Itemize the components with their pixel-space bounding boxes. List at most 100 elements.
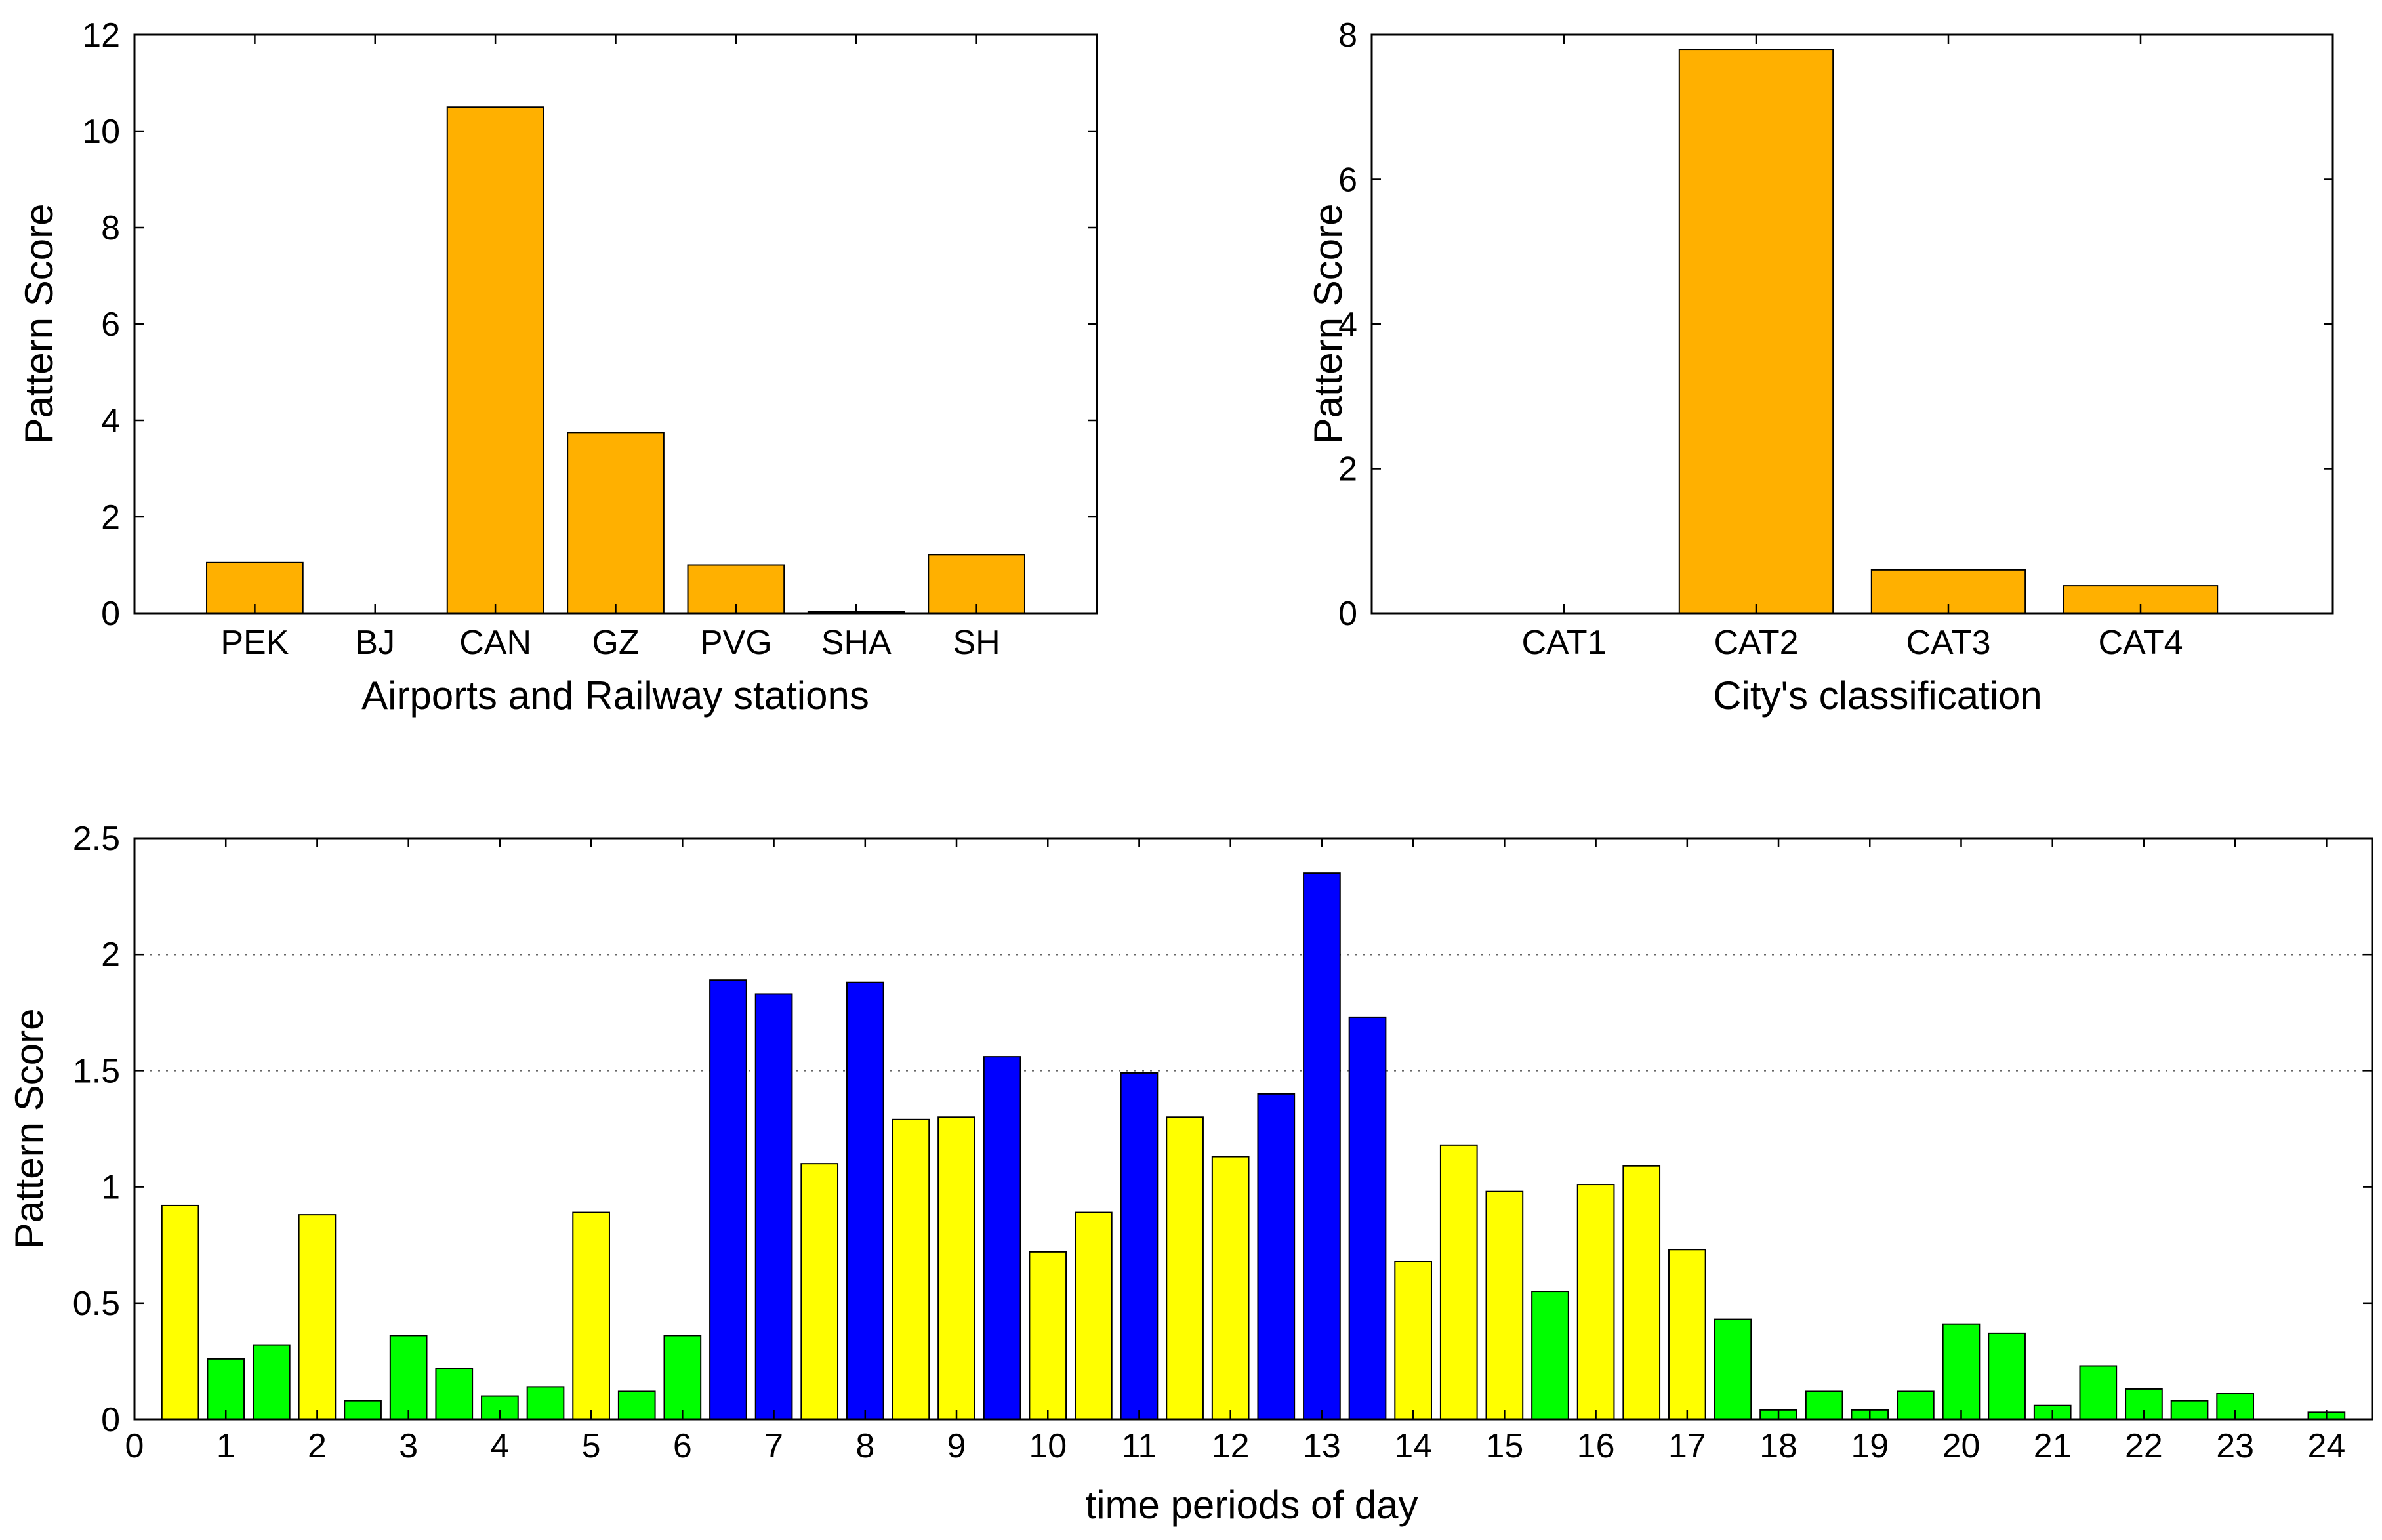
chart-stations-y-tick-label: 10 [82, 113, 120, 151]
chart-time-bar-24 [1257, 1093, 1296, 1420]
chart-cities-x-tick-label: CAT4 [2098, 624, 2183, 662]
chart-time-x-tick-label: 6 [673, 1427, 692, 1465]
chart-time-bar-23 [1211, 1156, 1250, 1420]
chart-time-x-tick-label: 24 [2307, 1427, 2345, 1465]
chart-cities-x-tick-label: CAT1 [1521, 624, 1606, 662]
chart-cities-bars [1678, 49, 2219, 615]
chart-time-x-tick-label: 3 [399, 1427, 418, 1465]
chart-time-x-tick-label: 13 [1303, 1427, 1341, 1465]
chart-cities-axes-box [1370, 33, 2334, 615]
chart-time-y-tick-label: 2.5 [73, 820, 120, 858]
chart-time-bar-29 [1485, 1190, 1524, 1420]
chart-time-y-tick-label: 1 [101, 1169, 120, 1207]
chart-time-y-tick-label: 1.5 [73, 1052, 120, 1090]
chart-time-bar-36 [1805, 1390, 1843, 1420]
chart-stations-x-tick-label: PEK [220, 624, 289, 662]
chart-time-bar-4 [344, 1400, 382, 1420]
chart-stations-x-tick-label: PVG [700, 624, 772, 662]
chart-cities-y-tick-label: 0 [1338, 595, 1357, 633]
chart-time-bar-39 [1942, 1323, 1981, 1421]
chart-time-x-tick-label: 17 [1668, 1427, 1706, 1465]
chart-time-x-tick-label: 12 [1212, 1427, 1250, 1465]
chart-stations-bar-gz [567, 432, 665, 614]
chart-time-x-tick-label: 14 [1394, 1427, 1432, 1465]
chart-time-x-tick-label: 23 [2216, 1427, 2254, 1465]
chart-time-bar-15 [846, 981, 884, 1420]
chart-time-bar-25 [1303, 872, 1341, 1421]
chart-time-bar-16 [892, 1118, 930, 1420]
chart-cities-y-tick-label: 2 [1338, 451, 1357, 489]
chart-cities-y-axis-title: Pattern Score [1306, 204, 1350, 445]
chart-time-bar-9 [572, 1211, 610, 1420]
chart-stations-y-tick-label: 6 [101, 306, 120, 344]
chart-time-bar-40 [1988, 1332, 2026, 1420]
chart-time-x-tick-label: 21 [2034, 1427, 2072, 1465]
chart-time-bar-34 [1714, 1318, 1752, 1421]
chart-stations-x-tick-label: BJ [355, 624, 395, 662]
chart-stations-y-tick-label: 2 [101, 498, 120, 537]
chart-time-bar-3 [298, 1214, 337, 1421]
chart-time-bar-5 [389, 1335, 428, 1421]
chart-stations-x-tick-label: GZ [592, 624, 639, 662]
chart-time-bar-32 [1622, 1165, 1661, 1420]
chart-time-x-tick-label: 4 [490, 1427, 509, 1465]
chart-stations-y-tick-label: 12 [82, 16, 120, 54]
chart-stations-y-axis-title: Pattern Score [17, 204, 61, 445]
chart-time-bar-13 [754, 993, 793, 1420]
chart-time-bar-11 [663, 1335, 702, 1421]
chart-time-bar-2 [252, 1344, 291, 1421]
chart-time-bar-6 [435, 1368, 474, 1420]
chart-time-bar-44 [2170, 1400, 2209, 1420]
chart-time-bar-26 [1348, 1016, 1387, 1420]
chart-time-bar-12 [709, 979, 747, 1420]
chart-cities-y-tick-label: 8 [1338, 16, 1357, 54]
chart-time-x-tick-label: 22 [2125, 1427, 2163, 1465]
chart-time-x-tick-label: 7 [764, 1427, 783, 1465]
chart-time-x-tick-label: 0 [125, 1427, 144, 1465]
chart-stations-bar-can [446, 106, 544, 614]
chart-stations-ticks: PEK BJ CAN GZ PVG SHA SH 0 2 4 6 8 10 12 [82, 16, 1097, 662]
chart-time-bar-33 [1668, 1249, 1706, 1420]
chart-stations-y-tick-label: 4 [101, 402, 120, 440]
chart-cities-x-tick-label: CAT3 [1906, 624, 1990, 662]
chart-time-bar-42 [2079, 1365, 2118, 1421]
chart-time-bar-38 [1897, 1390, 1935, 1420]
chart-time-reference-lines [134, 953, 2372, 1072]
chart-time-bar-21 [1120, 1072, 1159, 1420]
chart-time-x-axis-title: time periods of day [1086, 1483, 1418, 1527]
chart-time-bar-1 [207, 1358, 245, 1420]
chart-time-bar-28 [1439, 1144, 1478, 1420]
chart-time-x-tick-label: 15 [1485, 1427, 1523, 1465]
chart-time-bar-20 [1075, 1211, 1113, 1420]
chart-time-axes-box [133, 837, 2373, 1421]
chart-time-x-tick-label: 2 [308, 1427, 327, 1465]
chart-time-bar-8 [526, 1386, 565, 1421]
chart-time-x-tick-label: 10 [1029, 1427, 1067, 1465]
chart-time-bar-17 [937, 1116, 975, 1421]
chart-time-bar-18 [983, 1056, 1021, 1420]
chart-cities-y-tick-label: 4 [1338, 306, 1357, 344]
chart-time-bar-31 [1576, 1184, 1615, 1421]
chart-time-y-tick-label: 0.5 [73, 1285, 120, 1323]
chart-time-bar-30 [1531, 1291, 1569, 1420]
chart-time-bars [161, 872, 2346, 1421]
chart-time-x-tick-label: 8 [855, 1427, 874, 1465]
chart-time-y-tick-label: 0 [101, 1401, 120, 1439]
chart-time-x-tick-label: 11 [1121, 1427, 1157, 1465]
chart-time-y-tick-label: 2 [101, 936, 120, 974]
chart-time-x-tick-label: 1 [216, 1427, 236, 1465]
chart-time-bar-10 [617, 1390, 656, 1420]
chart-cities-y-tick-label: 6 [1338, 161, 1357, 199]
chart-time-bar-27 [1394, 1261, 1432, 1421]
chart-time-x-tick-label: 16 [1577, 1427, 1615, 1465]
chart-time-x-tick-label: 20 [1942, 1427, 1981, 1465]
chart-time-bar-0 [161, 1204, 199, 1421]
chart-time-x-tick-label: 19 [1851, 1427, 1889, 1465]
chart-cities: CAT1 CAT2 CAT3 CAT4 0 2 4 6 8 City's classificat… [1306, 16, 2334, 718]
chart-cities-bar-cat2 [1678, 49, 1834, 615]
chart-time-x-tick-label: 9 [947, 1427, 966, 1465]
chart-stations-bars [206, 106, 1025, 615]
chart-time-bar-22 [1166, 1116, 1204, 1421]
chart-cities-x-axis-title: City's classification [1713, 674, 2042, 718]
